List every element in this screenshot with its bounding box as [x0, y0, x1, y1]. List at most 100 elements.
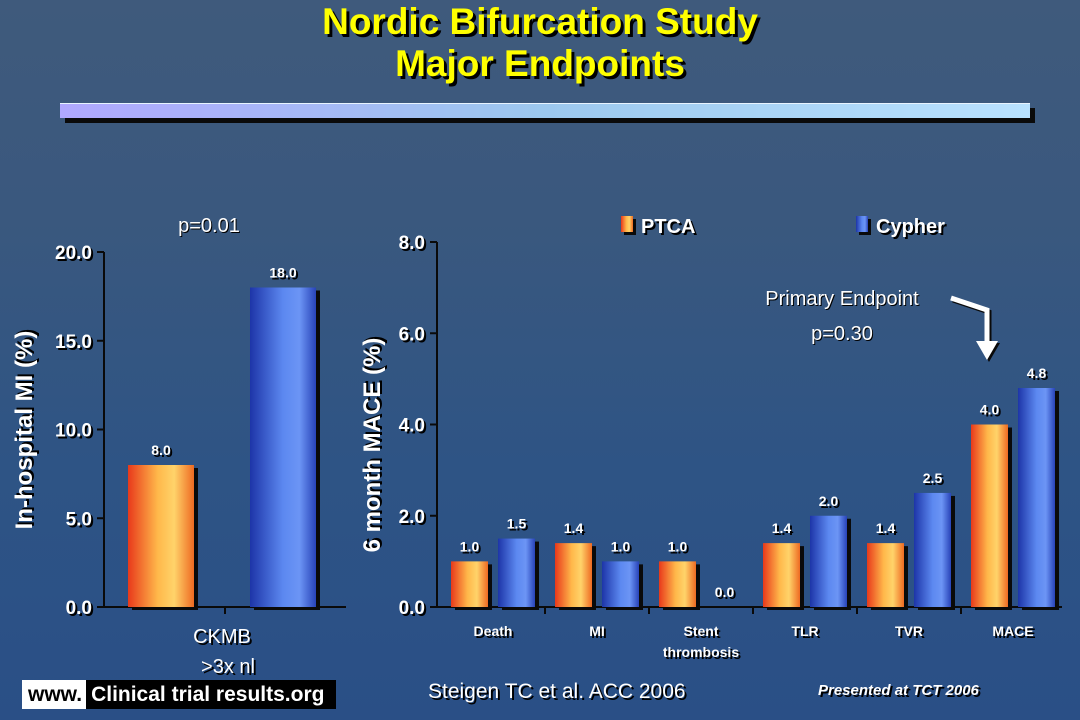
- svg-text:18.0: 18.0: [271, 267, 298, 283]
- svg-text:In-hospital MI (%): In-hospital MI (%): [13, 329, 40, 528]
- svg-text:MACE: MACE: [994, 625, 1035, 641]
- svg-text:1.0: 1.0: [462, 540, 482, 556]
- x-category-label-line2: >3x nl: [201, 656, 255, 678]
- x-category-label: TVR: [895, 623, 923, 639]
- x-category-label: Death: [474, 623, 513, 639]
- svg-text:4.0: 4.0: [401, 418, 427, 439]
- in-hospital-mi-chart: 0.00.05.05.010.010.015.015.020.020.08.08…: [11, 215, 346, 680]
- primary-endpoint-p-value: p=0.30: [811, 323, 873, 345]
- svg-text:1.4: 1.4: [878, 522, 898, 538]
- svg-text:thrombosis: thrombosis: [665, 646, 741, 662]
- data-label-ptca: 8.0: [151, 442, 171, 458]
- data-label-ptca: 1.4: [876, 520, 896, 536]
- svg-text:2.5: 2.5: [925, 472, 945, 488]
- mace-chart: 0.00.02.02.04.04.06.06.08.08.01.01.01.51…: [359, 216, 1062, 662]
- right-ytick-label: 6.0: [399, 324, 425, 345]
- x-category-label: TLR: [791, 623, 818, 639]
- svg-text:Death: Death: [476, 625, 515, 641]
- legend-swatch: [856, 216, 868, 232]
- bar-ptca: [128, 465, 198, 610]
- primary-endpoint-annotation: Primary Endpoint: [765, 288, 919, 310]
- svg-text:20.0: 20.0: [57, 245, 94, 266]
- left-ytick-label: 20.0: [55, 243, 92, 264]
- svg-text:>3x nl: >3x nl: [203, 658, 257, 680]
- svg-text:2.0: 2.0: [821, 495, 841, 511]
- left-ytick-label: 15.0: [55, 332, 92, 353]
- x-category-label: MACE: [992, 623, 1033, 639]
- bar-ptca: [555, 543, 596, 610]
- x-category-label: MI: [589, 623, 605, 639]
- svg-text:8.0: 8.0: [153, 444, 173, 460]
- svg-text:CKMB: CKMB: [195, 628, 253, 650]
- x-category-label: thrombosis: [663, 644, 739, 660]
- bar-ptca: [763, 543, 804, 610]
- site-logo[interactable]: www. Clinical trial results.org: [22, 680, 337, 709]
- left-ytick-label: 5.0: [66, 509, 92, 530]
- data-label-ptca: 1.4: [772, 520, 792, 536]
- citation: Steigen TC et al. ACC 2006: [428, 680, 686, 703]
- p-value-annotation: p=0.01: [178, 215, 240, 237]
- legend-label: PTCA: [641, 216, 695, 238]
- data-label-cypher: 4.8: [1027, 365, 1047, 381]
- logo-www: www.: [22, 680, 87, 709]
- svg-text:6.0: 6.0: [401, 326, 427, 347]
- svg-text:4.8: 4.8: [1029, 367, 1049, 383]
- right-ytick-label: 8.0: [399, 233, 425, 254]
- x-category-label-line1: CKMB: [193, 626, 251, 648]
- logo-name: Clinical trial results.org: [86, 680, 337, 709]
- legend-label: Cypher: [876, 216, 945, 238]
- bar-cypher: [250, 287, 320, 610]
- bar-cypher: [1018, 388, 1059, 610]
- presented-at: Presented at TCT 2006: [818, 682, 979, 699]
- svg-text:p=0.01: p=0.01: [179, 216, 241, 238]
- data-label-ptca: 1.0: [668, 538, 688, 554]
- left-ytick-label: 0.0: [66, 598, 92, 619]
- svg-text:4.0: 4.0: [982, 404, 1002, 420]
- svg-text:1.4: 1.4: [774, 522, 794, 538]
- svg-text:Stent: Stent: [686, 625, 721, 641]
- data-label-cypher: 18.0: [269, 265, 296, 281]
- svg-text:Cypher: Cypher: [878, 218, 947, 240]
- right-ytick-label: 4.0: [399, 416, 425, 437]
- data-label-ptca: 1.4: [564, 520, 584, 536]
- svg-text:1.0: 1.0: [670, 540, 690, 556]
- svg-text:10.0: 10.0: [57, 423, 94, 444]
- svg-text:1.5: 1.5: [509, 518, 529, 534]
- bar-ptca: [451, 561, 492, 610]
- bar-cypher: [914, 492, 955, 610]
- svg-text:0.0: 0.0: [717, 586, 737, 602]
- svg-text:15.0: 15.0: [57, 334, 94, 355]
- title-line-1: Nordic Bifurcation Study: [322, 1, 758, 42]
- bar-ptca: [971, 424, 1012, 610]
- bar-cypher: [810, 515, 851, 610]
- data-label-cypher: 1.0: [611, 538, 631, 554]
- data-label-cypher: 1.5: [507, 516, 527, 532]
- svg-text:PTCA: PTCA: [643, 218, 697, 240]
- left-ytick-label: 10.0: [55, 421, 92, 442]
- svg-text:TLR: TLR: [793, 625, 820, 641]
- right-ytick-label: 0.0: [399, 598, 425, 619]
- x-category-label: Stent: [684, 623, 719, 639]
- data-label-cypher: 2.5: [923, 470, 943, 486]
- bar-cypher: [498, 538, 539, 610]
- svg-text:MI: MI: [591, 625, 607, 641]
- title-line-2: Major Endpoints: [395, 43, 685, 84]
- svg-text:TVR: TVR: [897, 625, 925, 641]
- svg-text:2.0: 2.0: [401, 509, 427, 530]
- data-label-ptca: 1.0: [460, 538, 480, 554]
- y-axis-label: 6 month MACE (%): [359, 338, 386, 553]
- data-label-cypher: 0.0: [715, 584, 735, 600]
- legend-swatch: [621, 216, 633, 232]
- data-label-cypher: 2.0: [819, 493, 839, 509]
- svg-text:0.0: 0.0: [68, 600, 94, 621]
- svg-text:8.0: 8.0: [401, 235, 427, 256]
- svg-text:5.0: 5.0: [68, 511, 94, 532]
- y-axis-label: In-hospital MI (%): [11, 331, 38, 530]
- svg-text:6 month MACE (%): 6 month MACE (%): [361, 336, 388, 551]
- svg-text:0.0: 0.0: [401, 600, 427, 621]
- bar-ptca: [659, 561, 700, 610]
- svg-text:p=0.30: p=0.30: [812, 324, 874, 346]
